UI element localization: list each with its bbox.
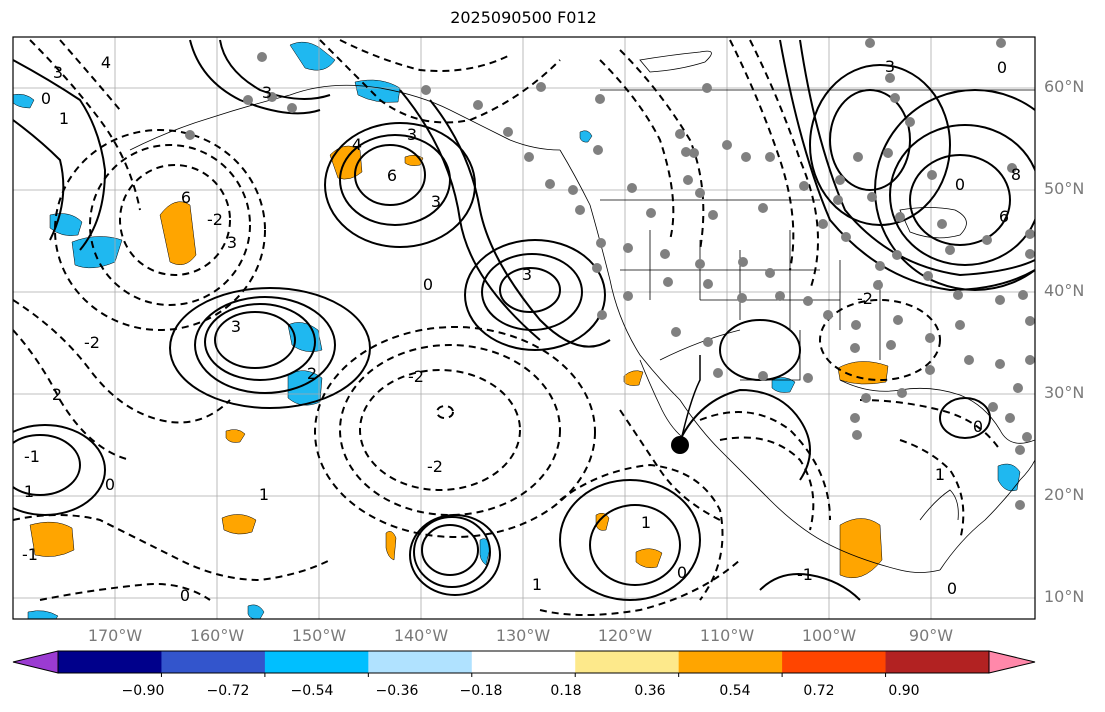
contour-label: 3 [431,192,441,211]
colorbar-tick-label: −0.54 [290,683,334,699]
colorbar-tick-label: 0.72 [803,683,835,699]
contour-label: 3 [231,317,241,336]
map-frame [12,36,1036,620]
lon-label: 140°W [393,626,449,645]
contour-label: 1 [532,575,542,594]
map-title: 2025090500 F012 [450,8,597,27]
colorbar-tick-label: −0.36 [375,683,419,699]
station-dots [185,38,1035,510]
map-background [13,37,1035,619]
contour-label: 0 [677,563,687,582]
contour-label: 0 [997,58,1007,77]
contour-label: 3 [885,57,895,76]
colorbar-tick-label: 0.54 [719,683,751,699]
contour-label: 0 [955,175,965,194]
contour-label: 4 [101,53,111,72]
dashed-contours [13,39,1001,616]
lat-label: 50°N [1044,179,1085,198]
contour-labels: 4 3 0 1 6 3 3 3 6 4 3 -2 -2 2 -2 -2 0 2 … [22,53,1021,605]
contour-label: 0 [105,475,115,494]
contour-label: -2 [857,289,873,308]
lon-label: 100°W [801,626,857,645]
contour-label: 6 [387,166,397,185]
lon-label: 160°W [189,626,245,645]
colorbar-tick-label: −0.18 [459,683,503,699]
contour-label: -1 [22,545,38,564]
lat-label: 40°N [1044,281,1085,300]
storm-center-marker [671,436,689,454]
colorbar-tick-label: 0.18 [550,683,582,699]
contour-label: 3 [522,265,532,284]
contour-label: 1 [935,465,945,484]
lat-label: 30°N [1044,383,1085,402]
contour-label: 0 [973,417,983,436]
contour-label: 6 [999,207,1009,226]
colorbar-tick-label: −0.72 [206,683,250,699]
contour-label: 2 [307,364,317,383]
contour-label: 3 [407,125,417,144]
contour-label: 0 [41,89,51,108]
contour-label: 1 [24,482,34,501]
contour-label: -1 [24,447,40,466]
lat-label: 60°N [1044,77,1085,96]
contour-label: 1 [641,513,651,532]
contour-label: 0 [423,275,433,294]
lon-label: 130°W [495,626,551,645]
lon-label: 90°W [908,626,954,645]
contour-label: 6 [181,188,191,207]
contour-label: 2 [52,385,62,404]
contour-label: -2 [408,367,424,386]
solid-contours [13,39,1035,601]
lon-label: 120°W [597,626,653,645]
contour-label: 3 [262,83,272,102]
contour-label: -1 [797,565,813,584]
colorbar-tick-label: 0.36 [634,683,666,699]
colorbar-tick-label: −0.90 [121,683,165,699]
lon-label: 170°W [87,626,143,645]
contour-label: -2 [84,333,100,352]
lon-label: 150°W [291,626,347,645]
contour-label: 1 [59,109,69,128]
contour-label: 4 [352,135,362,154]
shaded-positive-regions [29,145,889,579]
storm-track [679,355,701,446]
contour-label: 8 [1011,165,1021,184]
contour-label: 3 [227,233,237,252]
contour-label: 1 [259,485,269,504]
lat-lon-grid [13,37,1035,619]
contour-label: -2 [207,210,223,229]
contour-label: 3 [53,63,63,82]
colorbar-tick-label: 0.90 [888,683,920,699]
contour-label: 0 [947,579,957,598]
contour-label: -2 [427,457,443,476]
lat-label: 20°N [1044,485,1085,504]
lon-label: 110°W [699,626,755,645]
contour-label: 0 [180,586,190,605]
lat-label: 10°N [1044,587,1085,606]
